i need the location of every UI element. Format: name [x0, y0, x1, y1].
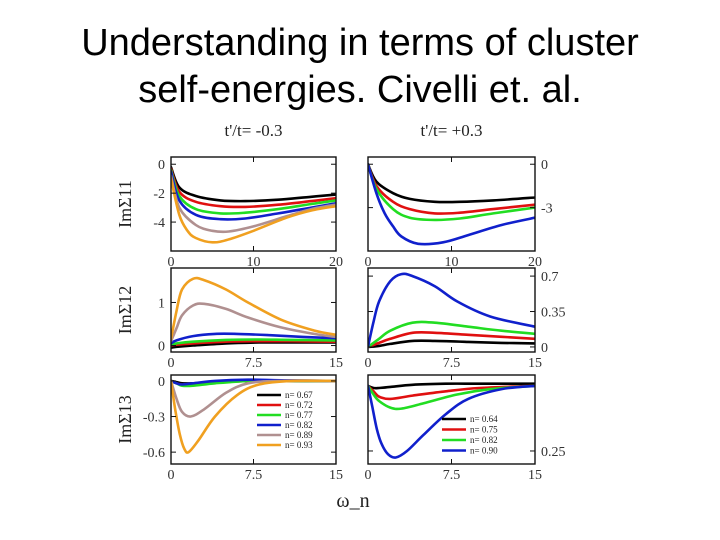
x-tick-label: 20 [528, 255, 542, 270]
y-tick-label: 0.35 [541, 306, 566, 321]
panel-frame [367, 156, 536, 252]
y-tick-label: -0.3 [143, 411, 165, 426]
legend-entry: n= 0.75 [470, 425, 498, 435]
column-header-prefix: t'/t= [225, 121, 256, 140]
x-tick-label: 15 [528, 356, 542, 371]
x-tick-label: 0 [365, 468, 372, 483]
x-tick-label: 0 [168, 468, 175, 483]
series-line [171, 177, 336, 244]
column-header-prefix: t'/t= [421, 121, 452, 140]
legend-entry: n= 0.82 [470, 435, 498, 445]
x-tick-label: 10 [247, 255, 261, 270]
column-header-value: -0.3 [256, 121, 283, 140]
column-header-2: t'/t= +0.3 [421, 121, 483, 140]
y-tick-label: 0 [158, 375, 165, 390]
panel-series-group [171, 276, 336, 349]
title-line-2: self-energies. Civelli et. al. [138, 69, 582, 111]
y-tick-label: -4 [153, 216, 165, 231]
y-tick-label: 0 [541, 158, 548, 173]
legend-entry: n= 0.67 [285, 390, 313, 400]
x-tick-label: 0 [365, 356, 372, 371]
x-tick-label: 10 [445, 255, 459, 270]
y-tick-label: 0 [158, 158, 165, 173]
series-line [368, 382, 535, 390]
y-tick-label: 0 [158, 340, 165, 355]
series-line [368, 384, 535, 401]
series-line [368, 320, 535, 349]
y-tick-label: -3 [541, 202, 553, 217]
series-line [171, 167, 336, 209]
x-tick-label: 20 [329, 255, 343, 270]
series-line [368, 339, 535, 349]
x-axis-label: ω_n [336, 490, 369, 512]
x-tick-label: 0 [365, 255, 372, 270]
x-tick-label: 7.5 [443, 468, 461, 483]
x-tick-label: 0 [168, 356, 175, 371]
legend-entry: n= 0.93 [285, 440, 313, 450]
series-line [368, 384, 535, 411]
y-tick-label: -0.6 [143, 446, 165, 461]
y-tick-label: 0.7 [541, 270, 559, 285]
y-tick-label: 0.25 [541, 445, 566, 460]
panel-series-group [368, 382, 535, 459]
panel-s12-left: 0 7.5 15 1 0 ImΣ12 [115, 267, 343, 371]
y-axis-label: ImΣ13 [115, 395, 135, 443]
series-line [171, 338, 336, 346]
x-tick-label: 7.5 [443, 356, 461, 371]
series-line [171, 165, 336, 203]
legend-entry: n= 0.89 [285, 430, 313, 440]
column-header-1: t'/t= -0.3 [225, 121, 283, 140]
panel-s13-left: 0 7.5 15 0 -0.3 -0.6 ImΣ13 [115, 374, 343, 483]
x-tick-label: 15 [329, 468, 343, 483]
series-line [171, 170, 336, 221]
column-header-value: +0.3 [452, 121, 483, 140]
series-line [171, 168, 336, 215]
series-line [368, 162, 535, 222]
series-line [171, 302, 336, 343]
panel-s12-right: 0 7.5 15 0.7 0.35 0 [365, 267, 566, 371]
x-tick-label: 7.5 [245, 356, 263, 371]
x-tick-label: 0 [168, 255, 175, 270]
x-tick-label: 15 [528, 468, 542, 483]
panel-series-group [368, 272, 535, 349]
series-line [171, 379, 336, 418]
y-axis-label: ImΣ12 [115, 286, 135, 334]
series-line [368, 162, 535, 204]
panel-series-group [171, 165, 336, 244]
panel-s13-right: 0 7.5 15 0.25 [365, 374, 566, 483]
y-tick-label: 0 [541, 341, 548, 356]
panel-s11-left: 0 10 20 0 -2 -4 ImΣ11 [115, 156, 343, 270]
series-line [171, 332, 336, 345]
series-line [368, 384, 535, 459]
x-tick-label: 15 [329, 356, 343, 371]
series-line [368, 330, 535, 349]
legend-entry: n= 0.82 [285, 420, 313, 430]
legend-entry: n= 0.77 [285, 410, 313, 420]
panel-series-group [368, 162, 535, 246]
series-line [368, 162, 535, 215]
y-tick-label: -2 [153, 187, 165, 202]
x-tick-label: 7.5 [245, 468, 263, 483]
legend-entry: n= 0.64 [470, 414, 498, 424]
series-line [368, 162, 535, 246]
page-title: Understanding in terms of cluster self-e… [0, 20, 720, 114]
panel-frame [367, 267, 536, 353]
series-line [171, 379, 336, 454]
y-axis-label: ImΣ11 [115, 180, 135, 228]
panel-series-group [171, 378, 336, 454]
legend-1: n= 0.67n= 0.72n= 0.77n= 0.82n= 0.89n= 0.… [257, 390, 313, 450]
title-line-1: Understanding in terms of cluster [81, 22, 639, 64]
y-tick-label: 1 [158, 296, 165, 311]
legend-entry: n= 0.90 [470, 446, 498, 456]
legend-2: n= 0.64n= 0.75n= 0.82n= 0.90 [442, 414, 498, 456]
series-line [368, 272, 535, 349]
panel-s11-right: 0 10 20 0 -3 [365, 156, 553, 270]
legend-entry: n= 0.72 [285, 400, 313, 410]
series-line [171, 276, 336, 341]
